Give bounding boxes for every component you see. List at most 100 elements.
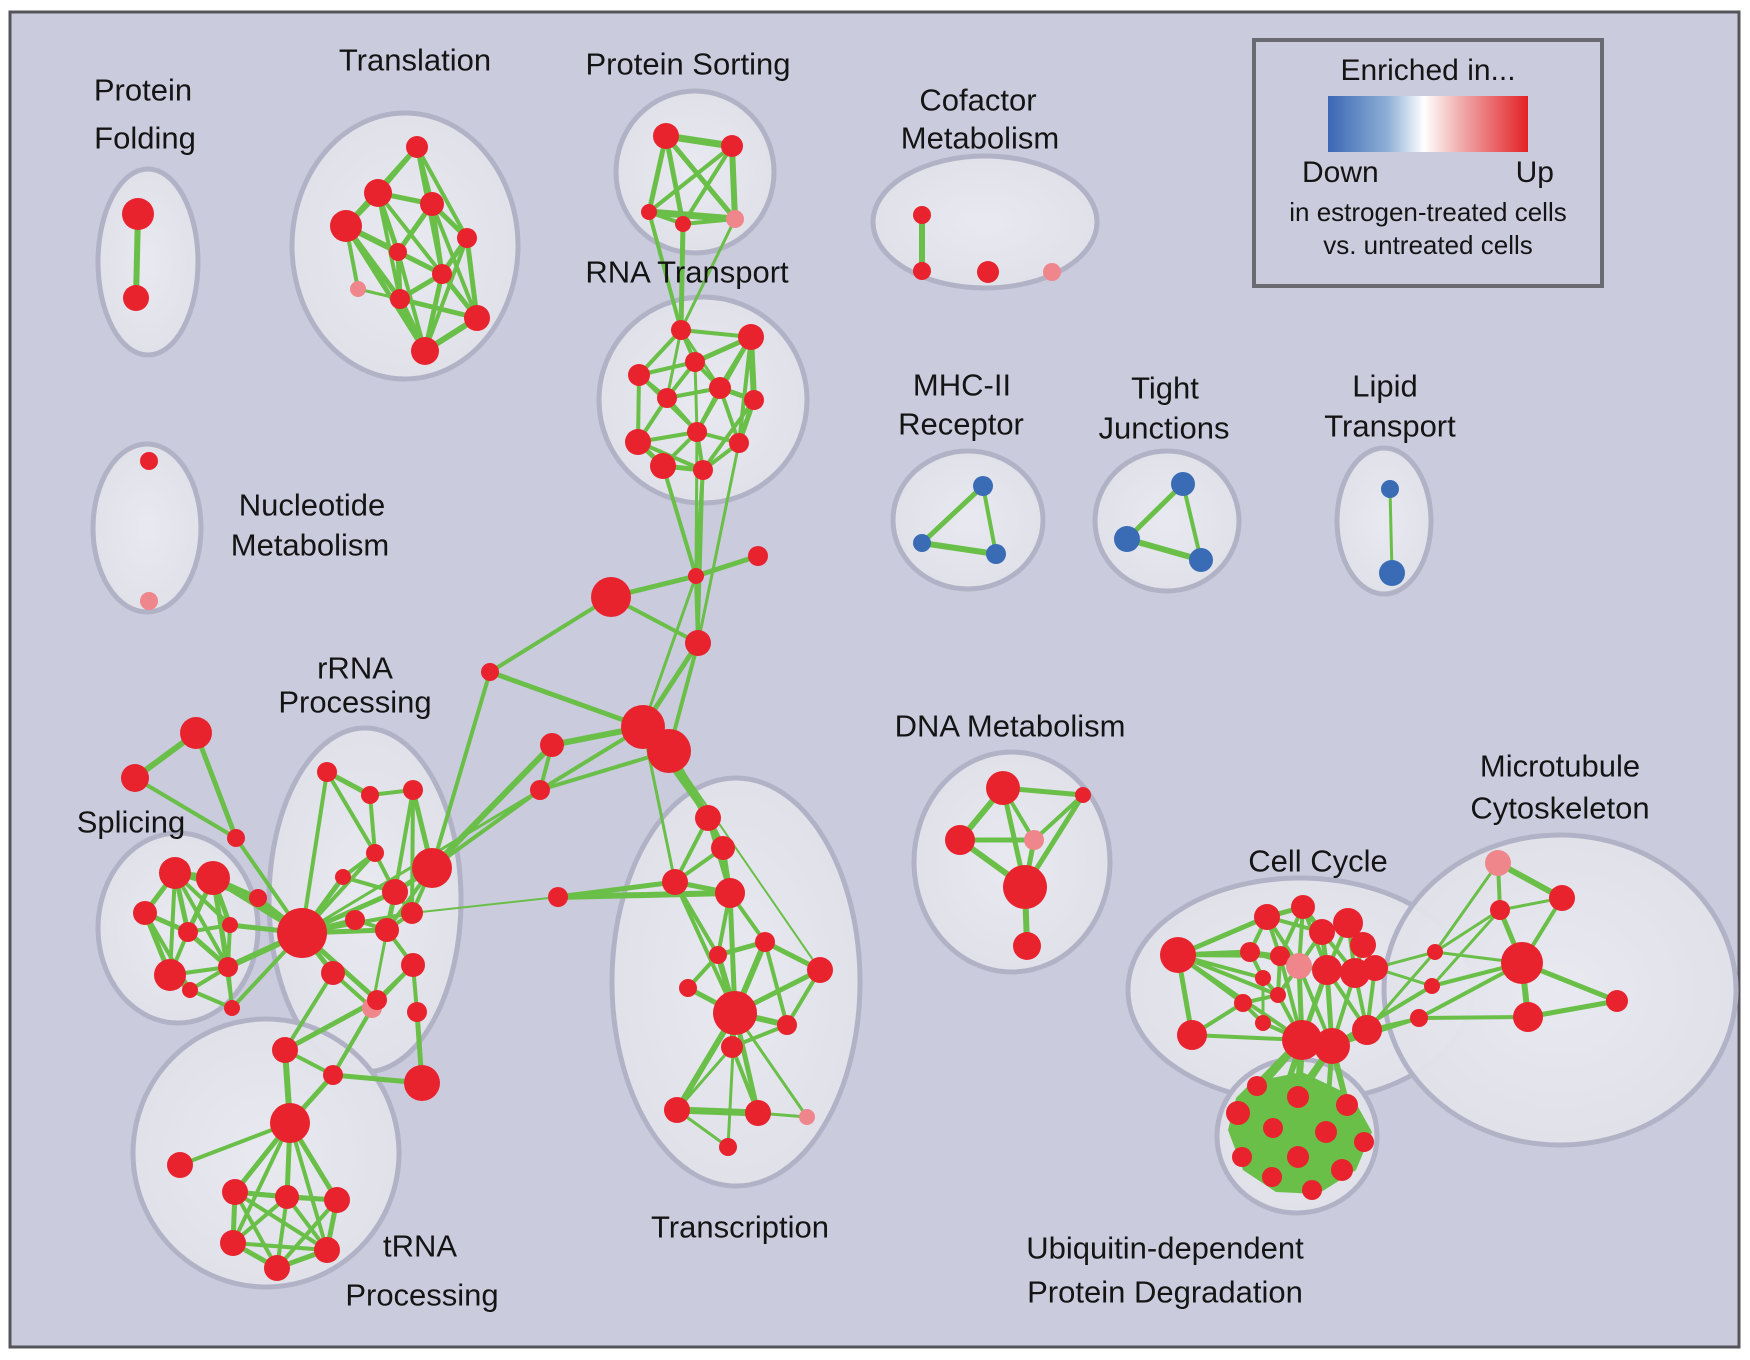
edge: [300, 771, 329, 934]
cluster-label-ubiquitin-degradation: Protein Degradation: [1027, 1275, 1303, 1310]
cluster-label-protein-folding: Protein: [94, 73, 192, 108]
edge: [430, 671, 492, 869]
legend-subtitle-line1: in estrogen-treated cells: [1289, 197, 1567, 227]
edge: [729, 145, 738, 220]
edge: [368, 794, 377, 854]
node-up: [314, 1237, 340, 1263]
node-up: [721, 135, 743, 157]
node-up: [366, 844, 384, 862]
edge: [464, 237, 480, 319]
node-up: [744, 390, 764, 410]
node-up: [367, 990, 387, 1010]
edge: [737, 336, 753, 444]
node-up: [222, 1179, 248, 1205]
node-up: [695, 805, 721, 831]
cluster-label-cell-cycle: Cell Cycle: [1248, 844, 1388, 879]
edge: [430, 203, 479, 319]
node-up: [1287, 1086, 1309, 1108]
node-up: [1234, 994, 1252, 1012]
node-down: [1189, 548, 1213, 572]
node-up: [404, 1065, 440, 1101]
legend-title: Enriched in...: [1340, 54, 1516, 87]
edge: [557, 890, 731, 900]
legend-gradient-bar: [1328, 96, 1528, 152]
node-up: [1282, 1020, 1322, 1060]
node-up: [264, 1255, 290, 1281]
node-up: [1226, 1101, 1250, 1125]
node-up: [330, 210, 362, 242]
edge: [647, 144, 734, 214]
node-up: [591, 577, 631, 617]
node-up: [1309, 919, 1335, 945]
edge: [325, 770, 377, 855]
edge: [488, 595, 613, 674]
edge: [675, 1046, 734, 1111]
node-up: [755, 932, 775, 952]
node-up: [653, 123, 679, 149]
edge: [233, 1191, 279, 1269]
edge: [232, 1241, 328, 1252]
cluster-label-rrna-processing: Processing: [278, 685, 431, 720]
edge: [283, 971, 335, 1052]
edge: [647, 211, 683, 331]
cluster-label-cofactor-metabolism: Cofactor: [919, 83, 1036, 118]
node-up: [745, 1100, 771, 1126]
edge: [726, 1012, 737, 1148]
edge: [1434, 908, 1501, 954]
legend-subtitle-line2: vs. untreated cells: [1323, 230, 1533, 260]
cluster-label-rna-transport: RNA Transport: [585, 255, 789, 290]
edge: [1433, 862, 1500, 953]
node-up: [249, 889, 267, 907]
edge: [661, 465, 698, 577]
edge: [668, 750, 821, 971]
node-up: [1350, 932, 1376, 958]
edge: [1527, 998, 1618, 1020]
node-up: [1424, 978, 1440, 994]
node-up: [272, 1037, 298, 1063]
node-up: [270, 1103, 310, 1143]
node-up: [685, 630, 711, 656]
cluster-microtubule-cytoskeleton: [1381, 832, 1739, 1148]
node-up: [685, 352, 705, 372]
edge: [1330, 984, 1434, 1048]
node-up: [390, 289, 410, 309]
edge: [489, 669, 644, 730]
edge: [663, 135, 686, 225]
node-down: [913, 534, 931, 552]
cluster-cofactor-metabolism: [870, 153, 1100, 291]
cluster-mhc-ii-receptor: [890, 448, 1046, 592]
cluster-label-ubiquitin-degradation: Ubiquitin-dependent: [1026, 1231, 1304, 1266]
edge: [430, 788, 542, 870]
node-up: [688, 568, 704, 584]
edge: [399, 296, 478, 321]
node-down: [986, 544, 1006, 564]
node-up: [154, 959, 186, 991]
node-up: [218, 957, 238, 977]
node-up: [159, 857, 191, 889]
node-up: [123, 285, 149, 311]
node-up: [1254, 904, 1280, 930]
edge: [331, 1006, 374, 1077]
cluster-label-trna-processing: tRNA: [383, 1229, 457, 1264]
edge: [275, 1198, 339, 1270]
node-up: [1302, 1180, 1322, 1200]
legend-down-label: Down: [1302, 156, 1379, 189]
node-up: [403, 780, 423, 800]
edge: [233, 1190, 329, 1252]
node-down: [1171, 472, 1195, 496]
cluster-label-mhc-ii-receptor: Receptor: [898, 407, 1024, 442]
node-up: [1291, 895, 1315, 919]
edge: [539, 749, 670, 792]
cluster-lipid-transport: [1334, 445, 1434, 597]
node-up: [321, 961, 345, 985]
node-up: [1075, 787, 1091, 803]
node-up: [1362, 955, 1388, 981]
node-up: [122, 198, 154, 230]
node-up-weak: [1286, 953, 1312, 979]
cluster-label-lipid-transport: Transport: [1324, 409, 1456, 444]
node-up: [275, 1185, 299, 1209]
node-up: [1606, 990, 1628, 1012]
node-up: [675, 216, 691, 232]
node-up: [121, 764, 149, 792]
node-up: [679, 979, 697, 997]
